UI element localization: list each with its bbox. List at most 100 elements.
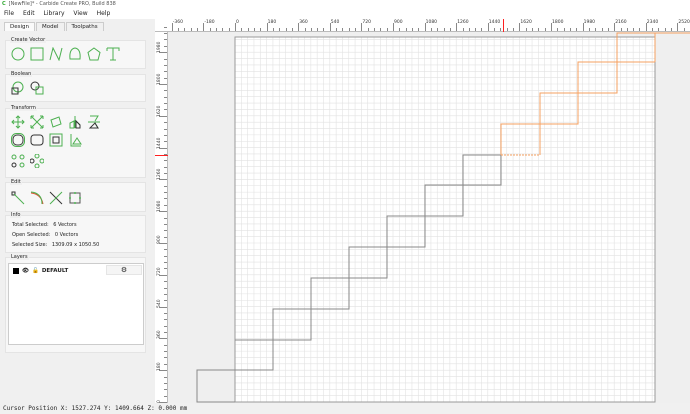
- ruler-tick: [164, 103, 167, 105]
- ruler-tick: [159, 338, 167, 340]
- group-title: Edit: [10, 179, 22, 185]
- ruler-x-label: 1440: [488, 20, 501, 25]
- ruler-x-label: 540: [330, 20, 340, 25]
- menu-file[interactable]: File: [4, 10, 15, 17]
- ruler-x-label: 2520: [678, 20, 690, 25]
- ruler-tick: [164, 128, 167, 130]
- ruler-tick: [576, 28, 578, 31]
- ruler-tick: [614, 23, 616, 31]
- ruler-tick: [525, 28, 527, 31]
- ruler-tick: [462, 28, 464, 31]
- trim-icon[interactable]: [49, 191, 63, 205]
- bounding-box-icon[interactable]: [68, 191, 82, 205]
- rectangle-icon[interactable]: [30, 47, 44, 61]
- ruler-tick: [456, 23, 458, 31]
- rounded-rect-icon[interactable]: [30, 133, 44, 147]
- left-panel: Design Model Toolpaths Create Vector Boo…: [0, 19, 153, 403]
- ruler-tick: [164, 236, 167, 238]
- ruler-tick: [336, 28, 338, 31]
- unlock-icon[interactable]: 🔓: [31, 267, 39, 274]
- ruler-tick: [513, 28, 515, 31]
- menu-help[interactable]: Help: [96, 10, 111, 17]
- ruler-tick: [164, 344, 167, 346]
- ruler-tick: [380, 28, 382, 31]
- group-title: Transform: [10, 105, 37, 111]
- selected-size-value: 1309.09 x 1050.50: [51, 242, 100, 248]
- ruler-tick: [164, 217, 167, 219]
- ruler-tick: [164, 293, 167, 295]
- text-icon[interactable]: [106, 47, 120, 61]
- ruler-tick: [601, 28, 603, 31]
- ruler-tick: [544, 28, 546, 31]
- grid-array-icon[interactable]: [11, 154, 25, 168]
- ruler-tick: [159, 274, 167, 276]
- flip-icon[interactable]: [87, 115, 101, 129]
- info-group: Info Total Selected: 6 Vectors Open Sele…: [5, 212, 146, 253]
- total-selected-label: Total Selected:: [12, 222, 49, 228]
- ruler-tick: [241, 28, 243, 31]
- ruler-tick: [626, 28, 628, 31]
- total-selected-value: 6 Vectors: [53, 222, 77, 228]
- open-selected-value: 0 Vectors: [54, 232, 79, 238]
- boolean-union-icon[interactable]: [11, 81, 25, 95]
- node-edit-icon[interactable]: [11, 191, 25, 205]
- ruler-x-label: 1620: [520, 20, 532, 25]
- ruler-tick: [164, 192, 167, 194]
- eye-icon[interactable]: 👁: [22, 267, 29, 274]
- ruler-tick: [164, 332, 167, 334]
- ruler-x-label: 1080: [425, 20, 438, 25]
- polygon-icon[interactable]: [87, 47, 101, 61]
- ruler-x-label: 1980: [583, 20, 596, 25]
- ruler-tick: [164, 58, 167, 60]
- circular-array-icon[interactable]: [30, 154, 44, 168]
- ruler-tick: [355, 28, 357, 31]
- layer-row[interactable]: 👁 🔓 DEFAULT: [13, 266, 68, 275]
- ruler-tick: [235, 23, 236, 31]
- ruler-tick: [164, 173, 167, 175]
- ruler-tick: [607, 28, 609, 31]
- design-canvas[interactable]: [168, 32, 690, 403]
- gear-icon: ⚙: [120, 266, 128, 274]
- ruler-tick: [500, 28, 502, 31]
- group-title: Layers: [10, 254, 29, 260]
- ruler-tick: [481, 28, 483, 31]
- menu-bar: File Edit Library View Help: [0, 9, 690, 19]
- ruler-tick: [159, 243, 167, 244]
- move-icon[interactable]: [11, 115, 25, 129]
- ruler-tick: [164, 230, 167, 232]
- fillet-icon[interactable]: [30, 191, 44, 205]
- align-corner-icon[interactable]: [68, 133, 82, 147]
- menu-view[interactable]: View: [73, 10, 88, 17]
- ruler-tick: [551, 23, 552, 31]
- tab-toolpaths[interactable]: Toolpaths: [65, 22, 104, 31]
- align-icon[interactable]: [49, 133, 63, 147]
- rotate-icon[interactable]: [49, 115, 63, 129]
- boolean-group: Boolean: [5, 71, 146, 102]
- ruler-tick: [159, 52, 167, 54]
- layer-settings-button[interactable]: ⚙: [106, 265, 142, 275]
- ruler-tick: [164, 71, 167, 73]
- ruler-tick: [677, 23, 679, 31]
- polyline-icon[interactable]: [49, 47, 63, 61]
- scale-icon[interactable]: [30, 115, 44, 129]
- ruler-x-label: -360: [172, 20, 184, 25]
- ruler-tick: [164, 64, 167, 66]
- menu-edit[interactable]: Edit: [22, 10, 35, 17]
- group-title: Boolean: [10, 71, 33, 77]
- ruler-tick: [418, 28, 420, 31]
- ruler-tick: [228, 28, 230, 31]
- curve-icon[interactable]: [68, 47, 82, 61]
- open-selected-label: Open Selected:: [12, 232, 51, 238]
- boolean-subtract-icon[interactable]: [30, 81, 44, 95]
- ruler-tick: [437, 28, 439, 31]
- layer-color-swatch[interactable]: [13, 267, 19, 274]
- ruler-tick: [329, 23, 331, 31]
- ruler-tick: [374, 28, 376, 31]
- menu-library[interactable]: Library: [43, 10, 65, 17]
- ruler-tick: [159, 370, 167, 372]
- tab-model[interactable]: Model: [36, 22, 65, 31]
- circle-icon[interactable]: [11, 47, 25, 61]
- offset-icon[interactable]: [11, 133, 25, 147]
- tab-design[interactable]: Design: [4, 22, 35, 31]
- mirror-icon[interactable]: [68, 115, 82, 129]
